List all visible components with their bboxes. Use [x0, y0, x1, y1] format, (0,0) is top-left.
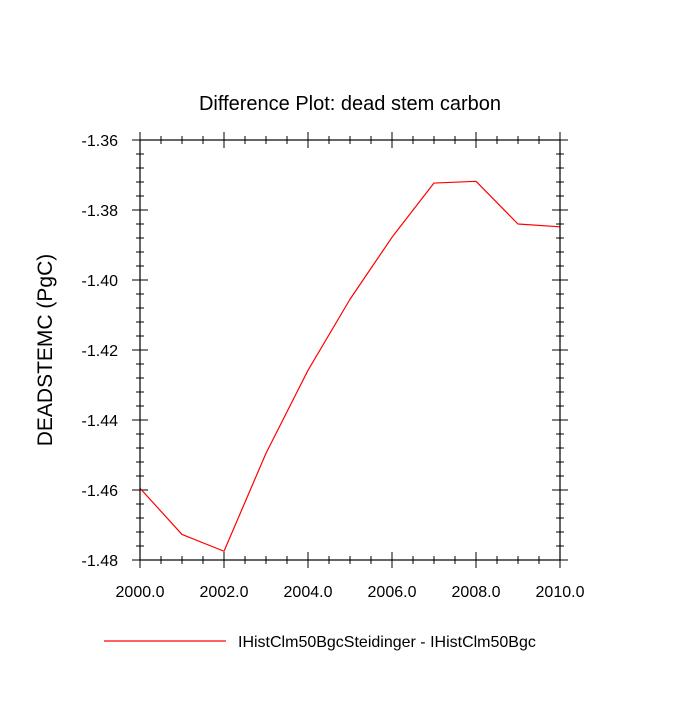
y-tick-label: -1.36: [82, 133, 119, 150]
axis-ticks: 2000.0 2002.0 2004.0 2006.0 2008.0 2010.0 -1.4…: [82, 132, 585, 601]
plot-frame: [139, 139, 561, 561]
y-axis-label: DEADSTEMC (PgC): [34, 254, 57, 447]
y-tick-label: -1.46: [82, 483, 119, 500]
legend: IHistClm50BgcSteidinger - IHistClm50Bgc: [104, 634, 536, 651]
x-tick-label: 2010.0: [536, 584, 585, 601]
y-tick-label: -1.48: [82, 553, 119, 570]
legend-label: IHistClm50BgcSteidinger - IHistClm50Bgc: [238, 634, 536, 651]
y-tick-label: -1.38: [82, 203, 119, 220]
x-tick-label: 2006.0: [368, 584, 417, 601]
x-tick-label: 2008.0: [452, 584, 501, 601]
y-tick-label: -1.40: [82, 273, 119, 290]
series-line: [139, 180, 561, 552]
x-tick-label: 2004.0: [284, 584, 333, 601]
x-tick-label: 2000.0: [116, 584, 165, 601]
y-tick-label: -1.44: [82, 413, 119, 430]
series-layer: [139, 180, 561, 552]
y-tick-label: -1.42: [82, 343, 119, 360]
x-tick-label: 2002.0: [200, 584, 249, 601]
chart-title: Difference Plot: dead stem carbon: [199, 93, 501, 115]
